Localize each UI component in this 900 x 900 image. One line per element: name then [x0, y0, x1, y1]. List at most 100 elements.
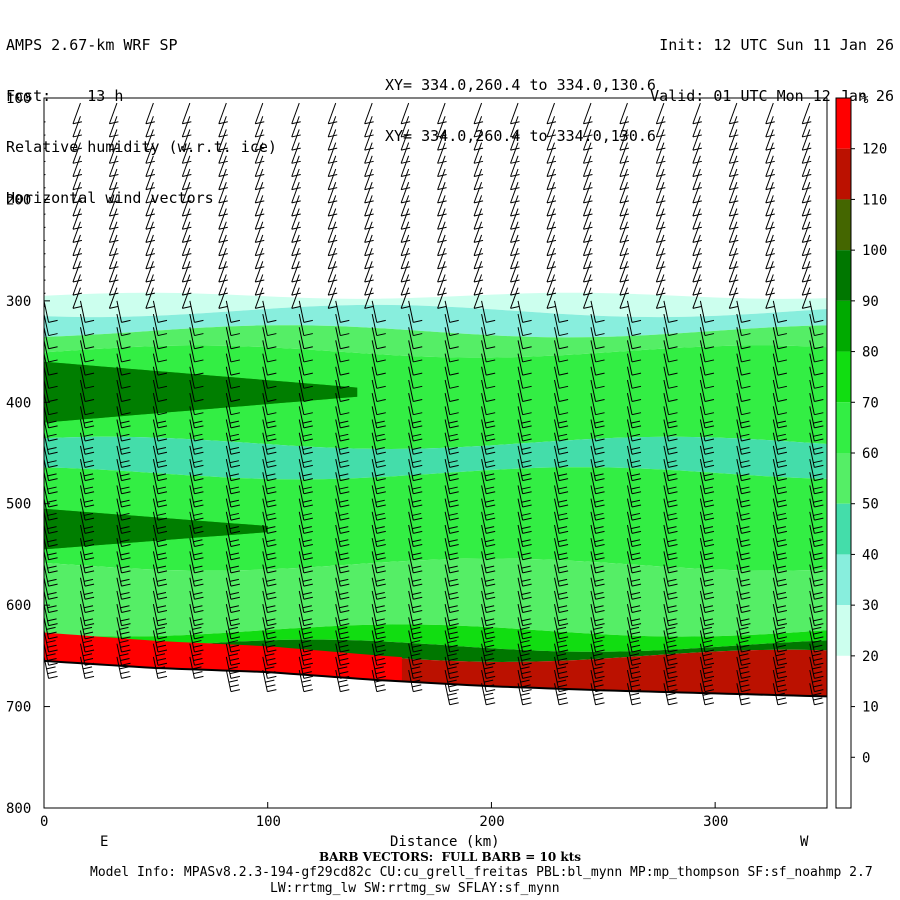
barb-feather — [802, 121, 812, 125]
barb-staff — [371, 617, 378, 639]
barb-feather — [595, 399, 605, 402]
barb-feather — [401, 266, 411, 270]
barb-staff — [335, 300, 341, 323]
barb-feather — [267, 464, 277, 468]
barb-staff — [626, 656, 633, 679]
barb-staff — [371, 643, 378, 666]
barb-feather — [84, 438, 95, 442]
barb-feather — [449, 609, 459, 613]
barb-staff — [44, 538, 50, 560]
barb-feather — [145, 266, 155, 270]
barb-feather — [741, 689, 751, 693]
barb-staff — [546, 142, 555, 164]
rh-band-40 — [44, 304, 827, 338]
barb-feather — [776, 526, 786, 530]
barb-feather — [813, 565, 823, 569]
barb-staff — [335, 485, 341, 508]
barb-staff — [626, 366, 633, 389]
barb-feather — [583, 292, 593, 296]
barb-feather — [156, 618, 167, 622]
barb-staff — [728, 155, 738, 177]
barb-feather — [666, 653, 676, 657]
barb-feather — [267, 544, 277, 548]
barb-staff — [772, 669, 779, 692]
barb-staff — [801, 221, 811, 243]
barb-feather — [668, 333, 678, 337]
barb-feather — [109, 226, 119, 230]
barb-staff — [772, 406, 779, 428]
barb-staff — [554, 643, 560, 666]
barb-staff — [517, 458, 524, 481]
barb-feather — [449, 662, 459, 666]
barb-staff — [590, 511, 597, 534]
barb-feather — [522, 649, 532, 653]
barb-feather — [291, 253, 301, 257]
barb-staff — [116, 472, 122, 494]
barb-staff — [371, 656, 378, 679]
barb-staff — [298, 617, 305, 639]
barb-feather — [656, 173, 666, 177]
barb-feather — [449, 385, 459, 389]
barb-staff — [145, 234, 154, 256]
barb-staff — [44, 366, 50, 389]
below-ground — [44, 660, 827, 808]
barb-staff — [765, 287, 774, 309]
barb-staff — [79, 617, 86, 639]
barb-feather — [47, 486, 57, 490]
barb-feather — [145, 253, 155, 257]
barb-feather — [265, 666, 275, 670]
barb-feather — [777, 399, 787, 402]
barb-staff — [582, 102, 592, 124]
rh-band-30 — [44, 292, 827, 318]
barb-feather — [765, 266, 775, 270]
barb-feather — [83, 486, 94, 490]
barb-feather — [619, 213, 630, 217]
barb-staff — [335, 524, 341, 547]
barb-feather — [120, 526, 130, 530]
barb-feather — [704, 346, 715, 350]
barb-staff — [765, 261, 774, 283]
barb-staff — [655, 247, 665, 269]
barb-feather — [413, 596, 423, 600]
barb-staff — [699, 340, 706, 363]
barb-feather — [48, 570, 58, 574]
barb-staff — [364, 247, 373, 269]
barb-staff — [189, 340, 195, 363]
barb-staff — [481, 340, 487, 363]
barb-staff — [181, 142, 191, 164]
barb-feather — [375, 539, 385, 543]
barb-feather — [83, 618, 94, 622]
barb-feather — [668, 438, 678, 442]
barb-feather — [84, 596, 95, 600]
colorbar-swatch — [836, 503, 851, 555]
barb-feather — [412, 499, 422, 503]
barb-feather — [228, 626, 238, 630]
barb-feather — [412, 526, 422, 530]
barb-feather — [340, 557, 350, 561]
barb-feather — [703, 526, 714, 530]
barb-staff — [44, 116, 45, 118]
barb-feather — [267, 451, 277, 455]
barb-staff — [400, 155, 410, 177]
barb-feather — [412, 539, 422, 543]
barb-feather — [84, 583, 95, 587]
barb-staff — [437, 247, 446, 269]
barb-staff — [225, 458, 232, 481]
barb-staff — [79, 604, 86, 626]
barb-feather — [229, 512, 240, 516]
barb-feather — [156, 447, 167, 450]
barb-feather — [46, 653, 56, 657]
barb-staff — [152, 393, 159, 415]
barb-feather — [255, 147, 265, 151]
barb-feather — [692, 266, 702, 270]
barb-staff — [108, 129, 118, 151]
colorbar-label: 60 — [862, 446, 879, 462]
colorbar-label: 90 — [862, 294, 879, 310]
barb-feather — [267, 689, 277, 693]
barb-feather — [729, 187, 739, 191]
barb-staff — [145, 142, 154, 164]
barb-staff — [298, 353, 305, 376]
barb-staff — [298, 551, 305, 574]
colorbar-swatch — [836, 199, 851, 251]
barb-staff — [772, 432, 779, 455]
